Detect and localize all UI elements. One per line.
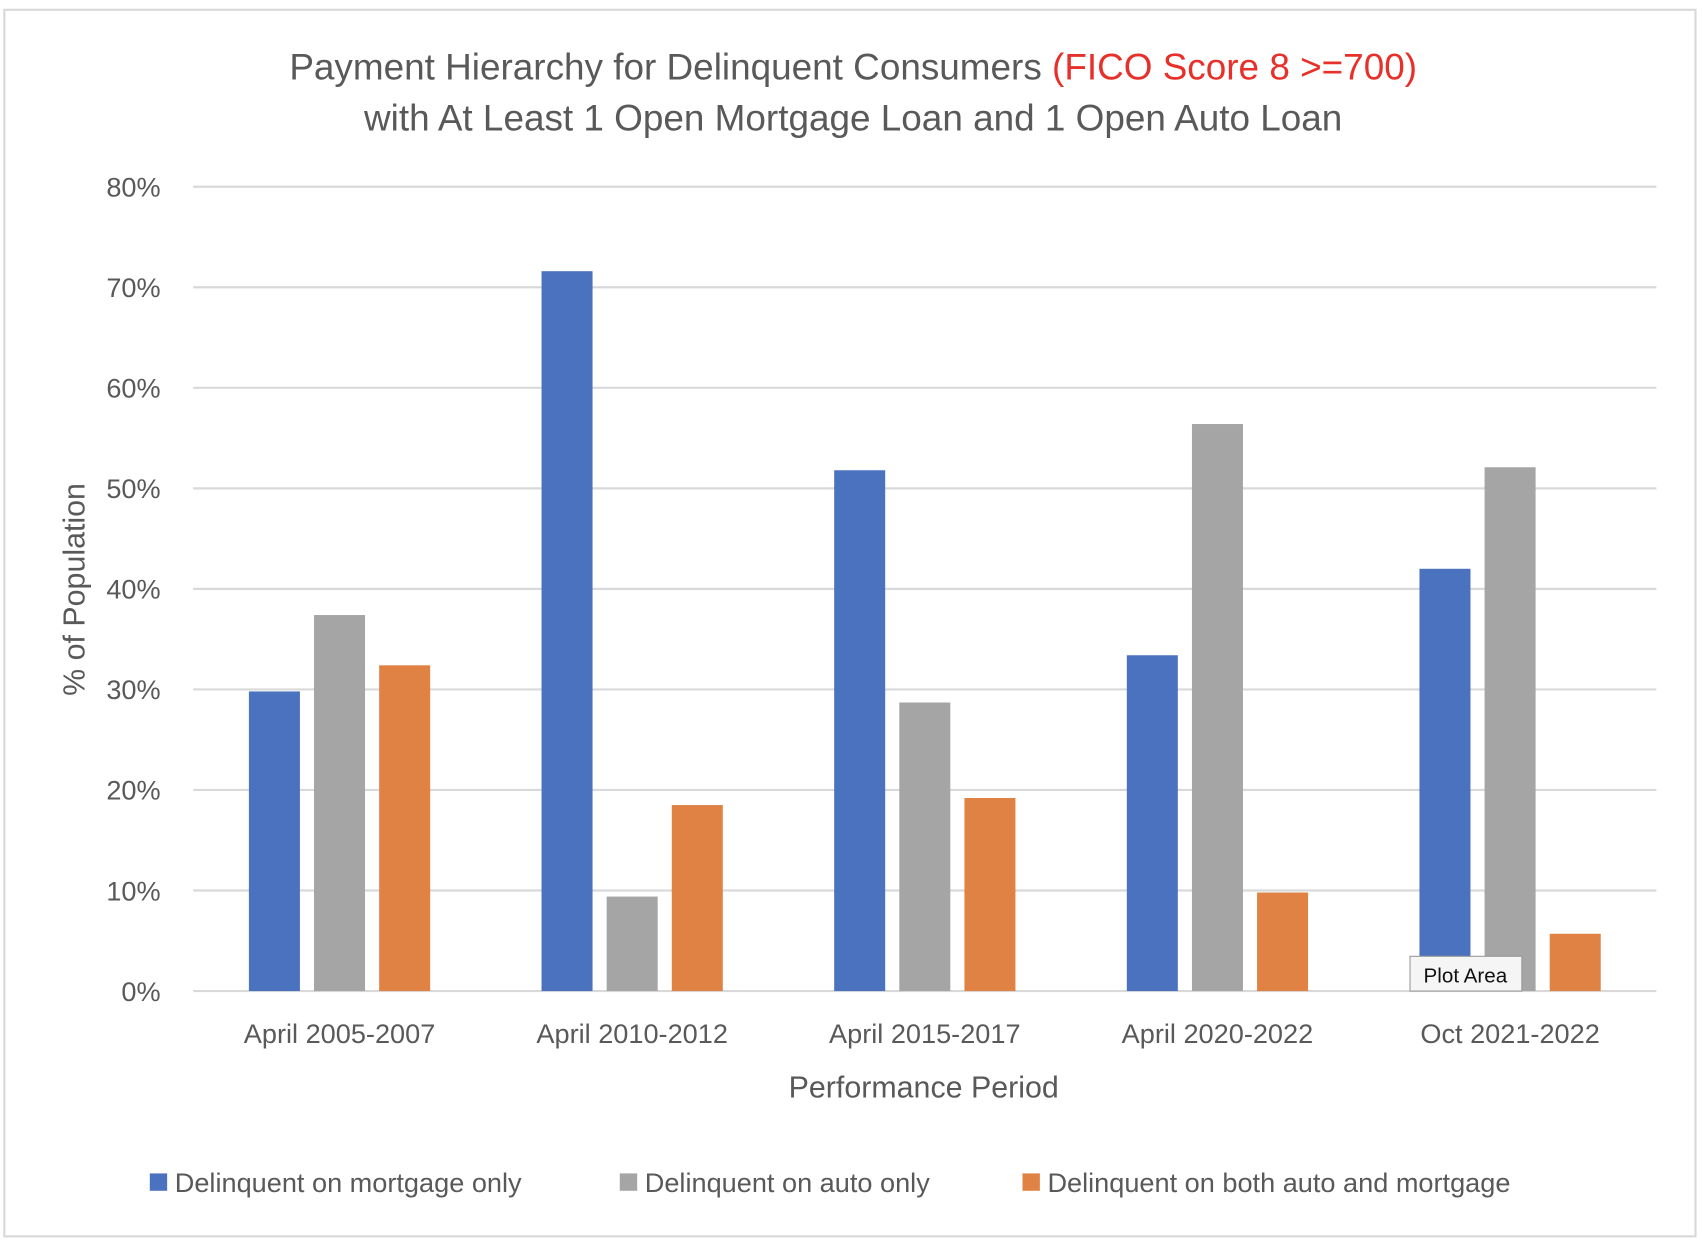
legend-label: Delinquent on mortgage only (175, 1167, 522, 1198)
y-tick-label: 70% (106, 272, 160, 303)
bar (1191, 424, 1243, 992)
legend-swatch (1022, 1173, 1040, 1191)
bar (541, 271, 593, 992)
bar (606, 896, 658, 992)
bar (1549, 933, 1601, 992)
y-axis-ticks: 0% 10% 20% 30% 40% 50% 60% 70% 80% (106, 172, 160, 1007)
x-tick-label: Oct 2021-2022 (1420, 1018, 1599, 1049)
bar (834, 470, 886, 992)
x-tick-label: April 2020-2022 (1122, 1018, 1314, 1049)
y-tick-label: 50% (106, 473, 160, 504)
bar (248, 691, 300, 992)
bar (1484, 467, 1536, 992)
chart-title-highlight: (FICO Score 8 >=700) (1052, 46, 1417, 87)
bar (379, 665, 431, 992)
y-tick-label: 80% (106, 172, 160, 203)
bar (964, 798, 1016, 992)
bars (248, 271, 1601, 992)
tooltip-text: Plot Area (1424, 964, 1508, 987)
y-axis-label: % of Population (58, 483, 92, 696)
bar (314, 615, 366, 992)
bar (1257, 892, 1309, 992)
plot-area-tooltip: Plot Area (1409, 955, 1523, 992)
bar (899, 702, 951, 992)
bar (1126, 655, 1178, 992)
legend-swatch (149, 1173, 168, 1191)
x-axis-label: Performance Period (789, 1070, 1059, 1104)
legend-label: Delinquent on auto only (645, 1167, 930, 1198)
x-tick-label: April 2005-2007 (244, 1018, 436, 1049)
legend: Delinquent on mortgage only Delinquent on… (149, 1167, 1510, 1198)
y-tick-label: 20% (106, 775, 160, 806)
chart-title-line2: with At Least 1 Open Mortgage Loan and 1… (363, 97, 1342, 138)
x-tick-label: April 2015-2017 (829, 1018, 1021, 1049)
chart-title-main: Payment Hierarchy for Delinquent Consume… (289, 46, 1052, 87)
y-tick-label: 60% (106, 373, 160, 404)
x-tick-label: April 2010-2012 (536, 1018, 728, 1049)
y-tick-label: 30% (106, 674, 160, 705)
x-axis-ticks: April 2005-2007 April 2010-2012 April 2015… (244, 1018, 1600, 1049)
chart-title: Payment Hierarchy for Delinquent Consume… (289, 46, 1417, 87)
y-tick-label: 40% (106, 574, 160, 605)
legend-label: Delinquent on both auto and mortgage (1047, 1167, 1510, 1198)
legend-swatch (619, 1173, 638, 1191)
bar (1419, 568, 1471, 992)
y-tick-label: 10% (106, 875, 160, 906)
bar (671, 805, 723, 992)
y-tick-label: 0% (121, 976, 160, 1007)
